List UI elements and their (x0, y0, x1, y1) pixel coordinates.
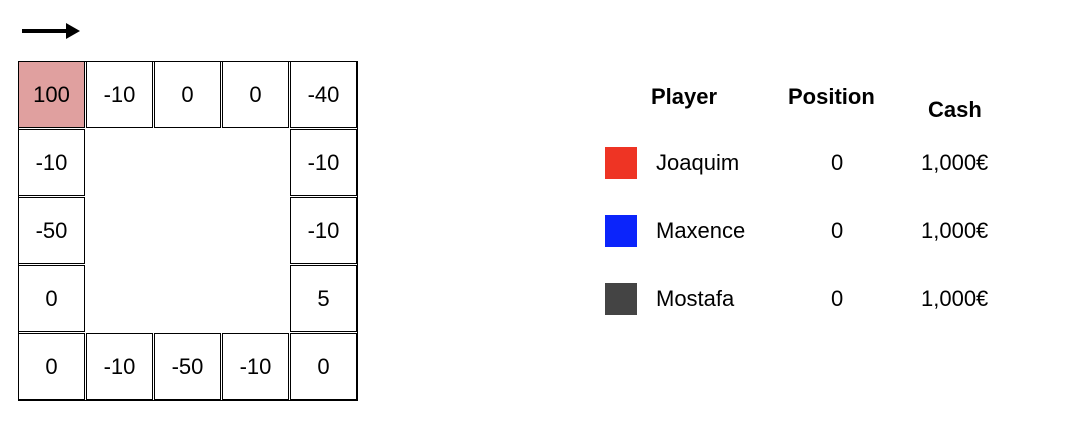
board-cell: 0 (222, 61, 289, 128)
player-color-swatch (605, 283, 637, 315)
player-color-swatch (605, 215, 637, 247)
board-cell: 0 (154, 61, 221, 128)
player-name: Joaquim (656, 150, 740, 175)
player-position: 0 (831, 218, 844, 243)
board-cell: -10 (222, 333, 289, 400)
board-cell: 0 (18, 333, 85, 400)
board-cell: 5 (290, 265, 357, 332)
player-position: 0 (831, 286, 844, 311)
board-cell: 0 (290, 333, 357, 400)
board-cell: -10 (86, 333, 153, 400)
board-cell: -10 (86, 61, 153, 128)
player-cash: 1,000€ (921, 286, 989, 311)
player-cash: 1,000€ (921, 150, 989, 175)
board-cell: -10 (290, 129, 357, 196)
board-cell: 0 (18, 265, 85, 332)
player-name: Mostafa (656, 286, 735, 311)
board-cell: -40 (290, 61, 357, 128)
player-position: 0 (831, 150, 844, 175)
board-cell-start: 100 (18, 61, 85, 128)
board-cell: -10 (290, 197, 357, 264)
board-cell: -10 (18, 129, 85, 196)
board-cell: -50 (18, 197, 85, 264)
player-cash: 1,000€ (921, 218, 989, 243)
cash-header: Cash (928, 97, 982, 122)
player-color-swatch (605, 147, 637, 179)
board-cell: -50 (154, 333, 221, 400)
right-arrow-icon (22, 23, 80, 39)
position-header: Position (788, 84, 875, 109)
player-header: Player (651, 84, 718, 109)
player-name: Maxence (656, 218, 746, 243)
